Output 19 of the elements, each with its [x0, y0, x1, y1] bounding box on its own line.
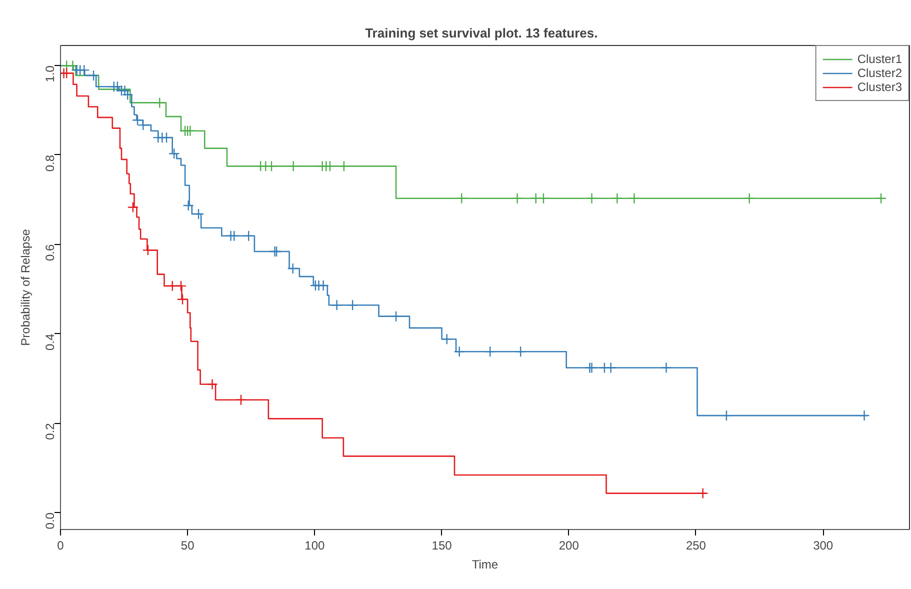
x-tick-label: 100	[304, 538, 326, 552]
y-tick-label: 1.0	[43, 65, 57, 82]
x-tick-label: 50	[180, 538, 195, 552]
x-tick-label: 200	[558, 538, 580, 552]
legend-label: Cluster1	[857, 52, 902, 66]
y-axis-title: Probability of Relapse	[18, 228, 32, 346]
x-tick-label: 250	[686, 538, 706, 552]
x-tick-label: 0	[57, 538, 64, 552]
x-tick-label: 300	[813, 538, 834, 552]
x-axis-title: Time	[472, 558, 498, 572]
x-tick-label: 150	[432, 538, 452, 552]
y-tick-label: 0.2	[43, 422, 57, 440]
legend-label: Cluster3	[857, 80, 902, 94]
y-tick-label: 0.8	[43, 154, 57, 172]
chart-title: Training set survival plot. 13 features.	[365, 26, 598, 40]
y-tick-label: 0.0	[43, 512, 57, 530]
y-tick-label: 0.4	[43, 333, 57, 350]
y-tick-label: 0.6	[43, 244, 57, 262]
legend-label: Cluster2	[857, 66, 902, 80]
